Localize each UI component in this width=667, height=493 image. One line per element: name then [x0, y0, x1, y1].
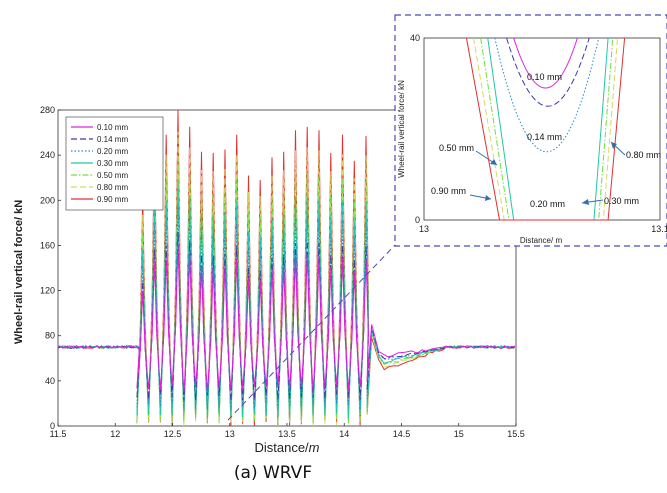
inset-x-tick-label: 13.1 [651, 224, 667, 234]
y-tick-label: 160 [40, 240, 55, 250]
main-x-axis-label-unit: m [309, 440, 320, 455]
x-tick-label: 13 [225, 429, 235, 439]
main-x-axis-label: Distance/m [254, 440, 319, 455]
y-tick-label: 80 [45, 331, 55, 341]
inset-label-0-50: 0.50 mm [439, 143, 474, 153]
inset-series-line [513, 37, 578, 89]
x-tick-label: 12 [110, 429, 120, 439]
x-tick-label: 15 [454, 429, 464, 439]
inset-plot-area [423, 37, 661, 221]
figure-caption: (a) WRVF [234, 463, 312, 483]
legend-label: 0.14 mm [97, 135, 128, 144]
legend-label: 0.10 mm [97, 123, 128, 132]
main-x-ticks: 11.5 12 12.5 13 13.5 14 14.5 15 15.5 [50, 423, 525, 439]
inset-label-0-20: 0.20 mm [530, 199, 565, 209]
inset-series-line [480, 37, 614, 221]
legend-label: 0.20 mm [97, 147, 128, 156]
main-y-axis-label: Wheel-rail vertical force/ kN [13, 200, 25, 344]
inset-label-0-30: 0.30 mm [604, 196, 639, 206]
inset-y-tick-label: 0 [415, 215, 420, 225]
x-tick-label: 15.5 [507, 429, 525, 439]
x-tick-label: 14.5 [393, 429, 411, 439]
inset-series-line [465, 37, 626, 221]
zoom-link-line [227, 244, 396, 421]
legend-label: 0.90 mm [97, 195, 128, 204]
y-tick-label: 40 [45, 376, 55, 386]
inset-chart: 40 0 13 13.1 Distance/ m Wheel-rail vert… [394, 14, 667, 247]
series-line-030 [57, 183, 516, 419]
legend-label: 0.80 mm [97, 183, 128, 192]
y-tick-label: 0 [50, 421, 55, 431]
main-y-ticks: 0 40 80 120 160 200 240 280 [40, 105, 61, 431]
inset-annotations: 0.10 mm 0.14 mm 0.20 mm 0.30 mm 0.50 mm … [431, 72, 661, 209]
y-tick-label: 120 [40, 286, 55, 296]
inset-series-lines [465, 37, 626, 221]
inset-series-line [494, 37, 600, 152]
arrow-0-50-head [490, 159, 497, 165]
y-tick-label: 200 [40, 195, 55, 205]
x-tick-label: 12.5 [164, 429, 182, 439]
x-tick-label: 11.5 [50, 429, 67, 439]
arrow-0-30-head [582, 199, 589, 205]
arrow-0-90-head [485, 195, 491, 201]
y-tick-label: 280 [40, 105, 55, 115]
legend-items: 0.10 mm 0.14 mm 0.20 mm 0.30 mm 0.50 mm 0.80 … [71, 123, 128, 204]
main-series-lines [57, 109, 516, 427]
inset-label-0-14: 0.14 mm [527, 132, 562, 142]
inset-y-axis-label: Wheel-rail vertical force/ kN [397, 80, 406, 178]
series-line-010 [57, 245, 515, 393]
legend-label: 0.50 mm [97, 171, 128, 180]
legend-label: 0.30 mm [97, 159, 128, 168]
x-tick-label: 13.5 [278, 429, 296, 439]
y-tick-label: 240 [40, 150, 55, 160]
inset-series-line [506, 37, 590, 107]
inset-x-tick-label: 13 [419, 224, 429, 234]
inset-label-0-10: 0.10 mm [527, 72, 562, 82]
main-x-axis-label-text: Distance/ [254, 440, 309, 455]
arrow-0-80-head [611, 142, 617, 149]
inset-label-0-90: 0.90 mm [431, 186, 466, 196]
legend: 0.10 mm 0.14 mm 0.20 mm 0.30 mm 0.50 mm 0.80 … [65, 116, 164, 211]
inset-x-axis-label: Distance/ m [520, 236, 563, 245]
inset-y-tick-label: 40 [410, 33, 420, 43]
x-tick-label: 14 [339, 429, 349, 439]
inset-label-0-80: 0.80 mm [626, 150, 661, 160]
